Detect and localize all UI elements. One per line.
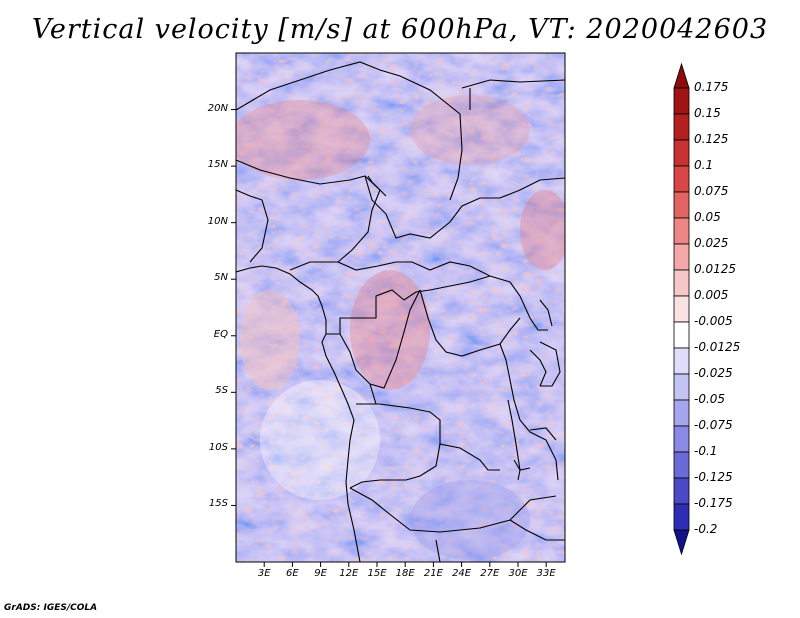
lon-tick-label: 24E [452, 568, 472, 579]
colorbar-level-label: -0.1 [694, 444, 718, 458]
colorbar-segment [673, 503, 690, 531]
colorbar-level-label: 0.1 [694, 158, 714, 172]
colorbar-level-label: 0.075 [694, 184, 729, 198]
lon-tick-label: 33E [536, 568, 556, 579]
colorbar-level-label: 0.175 [694, 80, 729, 94]
colorbar-level-label: -0.05 [694, 392, 726, 406]
colorbar-segment [673, 165, 690, 193]
colorbar-segment [673, 243, 690, 271]
colorbar-level-label: -0.025 [694, 366, 733, 380]
lat-tick-label: 10N [207, 215, 228, 227]
lon-tick-label: 30E [508, 568, 528, 579]
colorbar-segment [673, 139, 690, 167]
vertical-velocity-field [236, 53, 565, 562]
colorbar-segment [673, 87, 690, 115]
colorbar-level-label: -0.2 [694, 522, 718, 536]
colorbar-segment [673, 113, 690, 141]
lon-tick-label: 15E [367, 568, 387, 579]
lon-tick-label: 18E [395, 568, 415, 579]
lon-tick-label: 3E [257, 568, 271, 579]
colorbar-level-label: -0.075 [694, 418, 733, 432]
country-borders [236, 61, 565, 562]
colorbar-bottom-arrow [673, 529, 690, 556]
lon-tick-label: 6E [286, 568, 299, 579]
colorbar-segment [673, 347, 690, 375]
lat-tick-label: 5S [215, 385, 228, 397]
lat-tick-label: 20N [207, 102, 228, 114]
lon-tick-label: 12E [339, 568, 359, 579]
colorbar-level-label: 0.05 [694, 210, 721, 224]
colorbar-level-label: -0.0125 [694, 340, 741, 354]
map-frame [235, 52, 566, 563]
colorbar-segment [673, 217, 690, 245]
lat-tick-label: EQ [213, 328, 228, 340]
colorbar-segment [673, 425, 690, 453]
colorbar-segment [673, 321, 690, 349]
colorbar-top-arrow [673, 62, 690, 89]
lat-ticks [231, 109, 236, 506]
lon-tick-label: 9E [314, 568, 327, 579]
lon-ticks [263, 562, 547, 567]
colorbar-segment [673, 295, 690, 323]
colorbar-level-label: -0.005 [694, 314, 733, 328]
chart-title: Vertical velocity [m/s] at 600hPa, VT: 2… [31, 14, 769, 45]
colorbar-level-label: 0.15 [694, 106, 721, 120]
colorbar-level-label: 0.0125 [694, 262, 736, 276]
colorbar-level-label: -0.125 [694, 470, 733, 484]
colorbar-level-label: 0.125 [694, 132, 729, 146]
colorbar-segment [673, 399, 690, 427]
colorbar-segment [673, 373, 690, 401]
lon-tick-label: 27E [480, 568, 500, 579]
colorbar-level-label: -0.175 [694, 496, 733, 510]
colorbar [673, 62, 690, 556]
colorbar-level-label: 0.005 [694, 288, 729, 302]
lat-tick-label: 5N [214, 272, 228, 284]
lon-tick-label: 21E [423, 568, 443, 579]
lat-tick-label: 10S [208, 441, 228, 453]
colorbar-level-label: 0.025 [694, 236, 729, 250]
colorbar-segment [673, 269, 690, 297]
colorbar-segment [673, 451, 690, 479]
grads-credit: GrADS: IGES/COLA [4, 603, 98, 613]
lat-tick-label: 15N [207, 159, 228, 171]
colorbar-segment [673, 477, 690, 505]
lat-tick-label: 15S [208, 498, 228, 510]
colorbar-segment [673, 191, 690, 219]
